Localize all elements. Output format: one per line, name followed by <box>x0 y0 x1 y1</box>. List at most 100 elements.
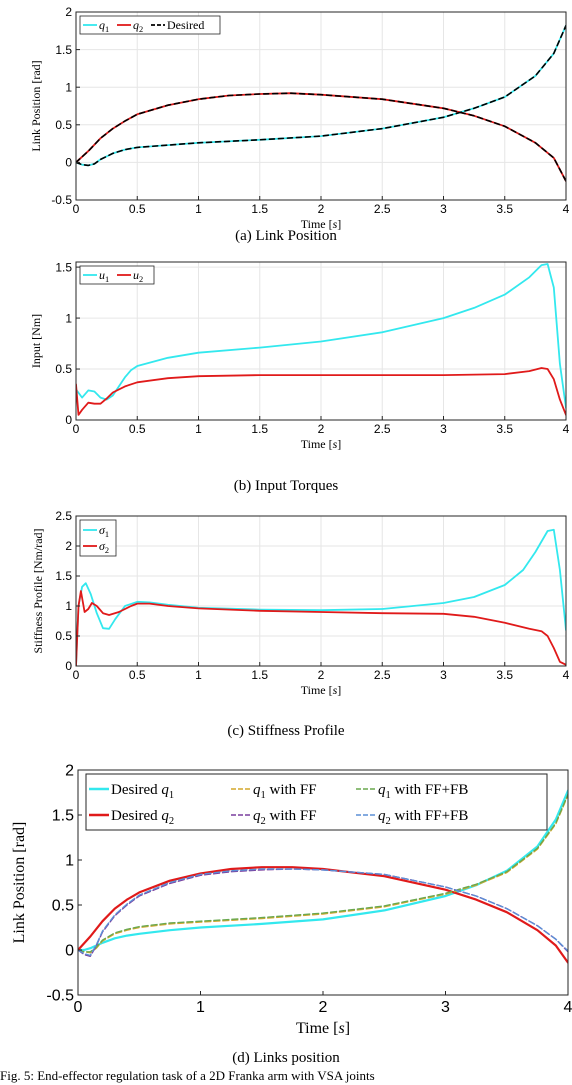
y-tick-label: 2.5 <box>55 509 72 523</box>
caption-a: (a) Link Position <box>235 228 337 244</box>
y-tick-label: 2 <box>65 5 72 19</box>
x-axis-label: Time [s] <box>301 217 342 231</box>
y-tick-label: 1.5 <box>55 569 72 583</box>
x-tick-label: 4 <box>563 668 570 682</box>
plot-area <box>76 528 566 666</box>
x-tick-label: 0 <box>73 202 80 216</box>
y-tick-label: 0 <box>65 943 74 960</box>
x-tick-label: 1.5 <box>251 202 268 216</box>
y-tick-label: 1 <box>65 853 74 870</box>
y-tick-label: 1 <box>65 311 72 325</box>
series-line-desired-q2 <box>78 866 568 964</box>
caption-c: (c) Stiffness Profile <box>227 723 345 739</box>
y-tick-label: 0.5 <box>55 629 72 643</box>
y-tick-label: 1.5 <box>55 260 72 274</box>
legend-label: σ1 <box>99 523 109 539</box>
series-line-desired <box>76 92 566 182</box>
x-tick-label: 3 <box>440 422 447 436</box>
x-tick-label: 1.5 <box>251 422 268 436</box>
legend-box <box>79 519 117 557</box>
y-tick-label: 1.5 <box>55 43 72 57</box>
legend-label: q1 with FF+FB <box>378 782 468 801</box>
x-tick-label: 1 <box>196 999 205 1016</box>
legend: Desired q1 q1 with FF q1 with FF+FB Desired… <box>85 773 548 831</box>
x-tick-label: 1 <box>195 422 202 436</box>
x-tick-label: 2.5 <box>374 422 391 436</box>
y-tick-label: 1 <box>65 80 72 94</box>
x-tick-label: 4 <box>564 999 572 1016</box>
chart-c: 0 0.5 1 1.5 2 2.5 3 3.5 4 0 0.5 1 1.5 2 2.5 Time [s] Sti… <box>31 509 570 697</box>
x-tick-label: 0 <box>74 999 83 1016</box>
y-tick-label: 0 <box>65 413 72 427</box>
series-line-q2-with-ff+fb <box>78 868 568 957</box>
x-tick-label: 2 <box>318 422 325 436</box>
y-tick-label: 0.5 <box>55 118 72 132</box>
legend-box <box>79 15 221 35</box>
x-tick-label: 3.5 <box>496 668 513 682</box>
y-tick-label: 0 <box>65 156 72 170</box>
series-line-q1-with-ff <box>78 794 568 954</box>
legend-label: q2 with FF+FB <box>378 808 468 827</box>
legend: q1 q2 Desired <box>79 15 221 35</box>
legend-label: u1 <box>99 268 109 284</box>
x-axis-label: Time [s] <box>296 1020 350 1037</box>
legend-label: q2 <box>133 18 143 34</box>
y-axis-label: Link Position [rad] <box>29 60 43 151</box>
legend-label: σ2 <box>99 539 109 555</box>
y-tick-label: 2 <box>65 539 72 553</box>
x-tick-label: 0 <box>73 668 80 682</box>
x-tick-label: 4 <box>563 422 570 436</box>
caption-d: (d) Links position <box>232 1050 340 1066</box>
plot-area <box>76 263 566 416</box>
x-tick-label: 0.5 <box>129 668 146 682</box>
y-tick-label: -0.5 <box>46 988 74 1005</box>
chart-b: 0 0.5 1 1.5 2 2.5 3 3.5 4 0 0.5 1 1.5 Time [s] Input [… <box>29 260 570 451</box>
series-line-q1-with-ff+fb <box>78 793 568 953</box>
legend-label: q1 <box>99 18 109 34</box>
x-tick-label: 1 <box>195 668 202 682</box>
series-line-u1 <box>76 263 566 409</box>
x-tick-label: 3.5 <box>496 202 513 216</box>
legend-box <box>85 773 548 831</box>
caption-b: (b) Input Torques <box>233 478 339 494</box>
x-tick-label: 2 <box>318 668 325 682</box>
x-tick-label: 3.5 <box>496 422 513 436</box>
series-line-desired-q1 <box>78 789 568 952</box>
plot-area <box>78 789 568 964</box>
y-tick-label: 1 <box>65 599 72 613</box>
x-tick-label: 1.5 <box>251 668 268 682</box>
x-tick-label: 1 <box>195 202 202 216</box>
figure-caption: Fig. 5: End-effector regulation task of … <box>0 1068 375 1083</box>
x-tick-label: 2.5 <box>374 668 391 682</box>
series-line-desired <box>76 24 566 167</box>
x-tick-label: 2 <box>318 202 325 216</box>
legend-label: u2 <box>133 268 143 284</box>
y-tick-label: 0.5 <box>52 898 74 915</box>
legend: u1 u2 <box>79 265 155 285</box>
y-tick-label: 1.5 <box>52 808 74 825</box>
legend-label: Desired q2 <box>111 808 174 827</box>
x-tick-label: 0.5 <box>129 422 146 436</box>
x-tick-label: 2 <box>319 999 328 1016</box>
legend-label: Desired <box>167 18 204 32</box>
x-tick-label: 3 <box>440 202 447 216</box>
y-axis-label: Stiffness Profile [Nm/rad] <box>31 528 45 653</box>
x-tick-label: 0.5 <box>129 202 146 216</box>
legend-label: Desired q1 <box>111 782 174 801</box>
y-tick-label: 2 <box>65 763 74 780</box>
x-tick-label: 0 <box>73 422 80 436</box>
y-tick-label: -0.5 <box>51 193 72 207</box>
x-axis-label: Time [s] <box>301 437 342 451</box>
y-axis-label: Input [Nm] <box>29 314 43 368</box>
series-line-σ2 <box>76 590 566 666</box>
series-line-u2 <box>76 367 566 416</box>
y-axis-label: Link Position [rad] <box>11 822 28 944</box>
y-tick-label: 0 <box>65 659 72 673</box>
x-tick-label: 2.5 <box>374 202 391 216</box>
legend-label: q1 with FF <box>253 782 317 801</box>
y-tick-label: 0.5 <box>55 362 72 376</box>
